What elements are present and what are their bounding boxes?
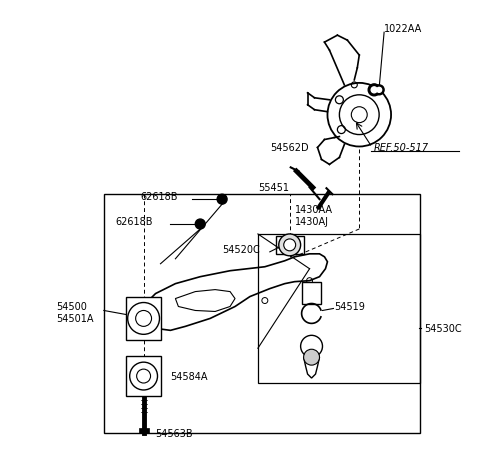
Circle shape [371,87,377,94]
Circle shape [195,220,205,230]
Text: 62618B: 62618B [116,216,153,226]
Circle shape [284,239,296,251]
Text: 54562D: 54562D [270,143,309,153]
Circle shape [368,85,380,97]
Bar [301,282,322,304]
Bar [258,235,420,383]
Text: 54500: 54500 [56,302,87,312]
Bar [139,428,149,433]
Text: 54501A: 54501A [56,314,94,324]
Text: 54530C: 54530C [424,324,461,334]
Circle shape [279,235,300,256]
Bar [104,195,420,433]
Text: 55451: 55451 [258,183,289,193]
Text: 54563B: 54563B [156,428,193,438]
Text: 54584A: 54584A [170,371,208,381]
Circle shape [304,350,320,365]
Text: REF.50-517: REF.50-517 [374,143,429,153]
Bar [126,356,161,396]
Bar [126,297,161,341]
Text: 54519: 54519 [335,302,365,312]
Circle shape [217,195,227,205]
Text: 54520C: 54520C [222,244,260,254]
Circle shape [377,88,382,93]
Bar [276,236,304,254]
Text: 1430AJ: 1430AJ [295,216,329,226]
Text: 1022AA: 1022AA [384,24,422,34]
Circle shape [374,86,384,96]
Text: 1430AA: 1430AA [295,205,333,215]
Text: 62618B: 62618B [141,192,178,202]
